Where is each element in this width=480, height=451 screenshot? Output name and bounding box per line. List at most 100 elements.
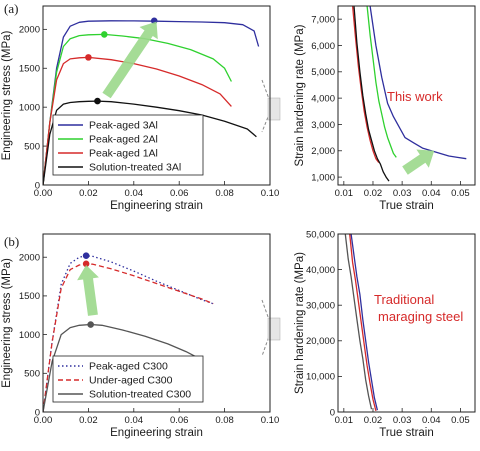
y-tick-label: 7,000 bbox=[311, 14, 335, 25]
x-axis-label: True strain bbox=[379, 427, 434, 439]
series-line-2 bbox=[43, 263, 214, 412]
y-tick-label: 50,000 bbox=[306, 229, 335, 240]
series-line-1 bbox=[43, 20, 260, 185]
y-axis-label: Engineering stress (MPa) bbox=[1, 258, 13, 388]
y-tick-label: 2000 bbox=[19, 253, 40, 264]
legend-label-2: Peak-aged 2Al bbox=[89, 134, 158, 146]
series-line-3 bbox=[344, 234, 373, 410]
legend-label-3: Peak-aged 1Al bbox=[89, 148, 158, 160]
series-line-3 bbox=[351, 6, 380, 163]
legend: Peak-aged C300 Under-aged C300 Solution-tr… bbox=[52, 355, 204, 403]
x-tick-label: 0.10 bbox=[261, 415, 280, 426]
y-tick-label: 0 bbox=[330, 407, 335, 418]
y-axis-label: Strain hardening rate (MPa) bbox=[294, 252, 306, 394]
chart-4: 0.01 0.02 0.03 0.04 0.05 0 10,000 20,000 30,000 4… bbox=[294, 229, 476, 439]
annotation-this-work: This work bbox=[387, 89, 443, 104]
y-tick-label: 0 bbox=[35, 407, 40, 418]
series-line-2 bbox=[366, 6, 397, 158]
x-tick-label: 0.05 bbox=[451, 415, 470, 426]
x-tick-label: 0.02 bbox=[79, 188, 98, 199]
x-tick-label: 0.01 bbox=[335, 415, 354, 426]
x-tick-label: 0.04 bbox=[422, 415, 441, 426]
plot-frame bbox=[337, 5, 476, 186]
x-tick-label: 0.08 bbox=[215, 415, 234, 426]
x-tick-label: 0.10 bbox=[261, 188, 280, 199]
y-tick-label: 30,000 bbox=[306, 301, 335, 312]
y-tick-label: 0 bbox=[35, 180, 40, 191]
y-axis-label: Strain hardening rate (MPa) bbox=[294, 24, 306, 166]
series-line-1 bbox=[43, 255, 214, 412]
x-tick-label: 0.08 bbox=[215, 188, 234, 199]
trend-arrow bbox=[402, 149, 435, 175]
series-line-3 bbox=[43, 323, 196, 412]
y-tick-label: 1,000 bbox=[311, 172, 335, 183]
x-tick-label: 0.03 bbox=[393, 188, 412, 199]
chart-1: 0.00 0.02 0.04 0.06 0.08 0.10 0 500 1000 1500 2000… bbox=[1, 5, 280, 212]
x-tick-label: 0.06 bbox=[170, 415, 189, 426]
plot-frame bbox=[42, 233, 271, 413]
x-tick-label: 0.02 bbox=[364, 188, 383, 199]
chart-2: 0.01 0.02 0.03 0.04 0.05 1,000 2,000 3,000 4,000… bbox=[294, 5, 476, 212]
x-tick-label: 0.04 bbox=[422, 188, 441, 199]
panel-label-b: (b) bbox=[4, 234, 19, 249]
series-marker-3 bbox=[85, 54, 92, 61]
y-tick-label: 4,000 bbox=[311, 93, 335, 104]
y-tick-label: 10,000 bbox=[306, 372, 335, 383]
x-tick-label: 0.06 bbox=[170, 188, 189, 199]
series-line-3 bbox=[43, 56, 232, 185]
series-group bbox=[351, 6, 467, 182]
legend-label-1: Peak-aged 3Al bbox=[89, 120, 158, 132]
annotation-traditional-line2: maraging steel bbox=[378, 309, 463, 324]
y-tick-label: 2,000 bbox=[311, 146, 335, 157]
x-tick-label: 0.04 bbox=[125, 415, 144, 426]
series-line-4 bbox=[353, 6, 390, 182]
plot-frame bbox=[337, 233, 476, 413]
series-marker-4 bbox=[94, 97, 101, 105]
x-tick-label: 0.02 bbox=[79, 415, 98, 426]
y-tick-label: 40,000 bbox=[306, 265, 335, 276]
trend-arrow bbox=[77, 265, 99, 316]
connector-bracket-top bbox=[261, 79, 281, 133]
x-tick-label: 0.00 bbox=[34, 415, 53, 426]
x-tick-label: 0.02 bbox=[364, 415, 383, 426]
series-line-4 bbox=[43, 100, 257, 185]
charts-layer: 0.00 0.02 0.04 0.06 0.08 0.10 0 500 1000 1500 2000… bbox=[1, 5, 476, 439]
x-axis-label: Engineering strain bbox=[110, 427, 203, 439]
y-tick-label: 2000 bbox=[19, 25, 40, 36]
legend: Peak-aged 3Al Peak-aged 2Al Peak-aged 1Al S… bbox=[52, 114, 204, 176]
legend-label-4: Solution-treated 3Al bbox=[89, 162, 181, 174]
y-tick-label: 20,000 bbox=[306, 336, 335, 347]
y-tick-label: 1500 bbox=[19, 64, 40, 75]
y-tick-label: 1000 bbox=[19, 330, 40, 341]
x-axis-label: True strain bbox=[379, 200, 434, 212]
series-group bbox=[344, 234, 379, 412]
plot-frame bbox=[42, 5, 271, 186]
y-tick-label: 1000 bbox=[19, 102, 40, 113]
x-tick-label: 0.01 bbox=[335, 188, 354, 199]
annotation-traditional-line1: Traditional bbox=[374, 292, 434, 307]
legend-label-2: Under-aged C300 bbox=[89, 375, 173, 387]
connector-bracket-bottom bbox=[261, 299, 281, 357]
panel-label-a: (a) bbox=[4, 1, 18, 16]
series-marker-1 bbox=[82, 252, 90, 259]
y-tick-label: 3,000 bbox=[311, 120, 335, 131]
chart-3: 0.00 0.02 0.04 0.06 0.08 0.10 0 500 1000 1500 2000… bbox=[1, 233, 280, 439]
series-line-2 bbox=[349, 234, 377, 412]
series-line-1 bbox=[350, 234, 379, 411]
y-tick-label: 1500 bbox=[19, 291, 40, 302]
series-marker-3 bbox=[87, 321, 94, 328]
x-axis-label: Engineering strain bbox=[110, 200, 203, 212]
series-line-1 bbox=[369, 6, 467, 160]
y-tick-label: 500 bbox=[24, 369, 40, 380]
legend-label-1: Peak-aged C300 bbox=[89, 361, 168, 373]
x-tick-label: 0.04 bbox=[125, 188, 144, 199]
y-tick-label: 5,000 bbox=[311, 67, 335, 78]
series-marker-2 bbox=[100, 31, 108, 38]
legend-label-3: Solution-treated C300 bbox=[89, 389, 191, 401]
x-tick-label: 0.03 bbox=[393, 415, 412, 426]
x-tick-label: 0.05 bbox=[451, 188, 470, 199]
y-tick-label: 500 bbox=[24, 141, 40, 152]
y-axis-label: Engineering stress (MPa) bbox=[1, 30, 13, 160]
x-tick-label: 0.00 bbox=[34, 188, 53, 199]
